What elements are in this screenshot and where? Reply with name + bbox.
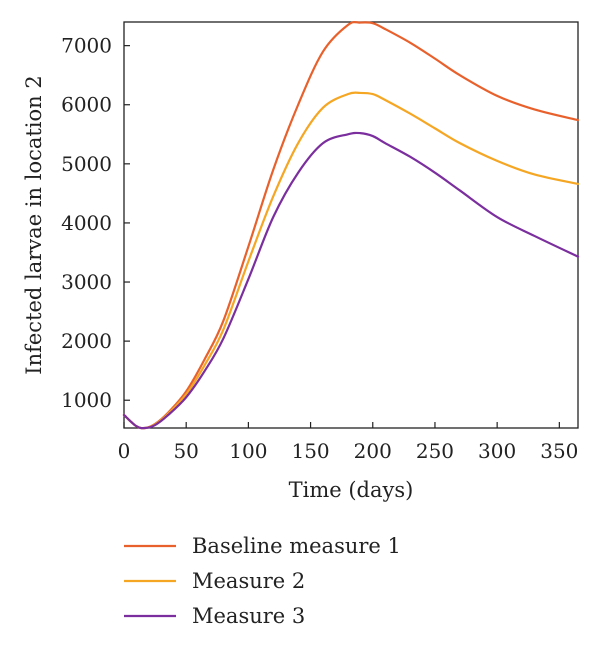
series-line-3 — [122, 131, 580, 430]
y-tick-label: 7000 — [61, 34, 112, 58]
x-axis-title: Time (days) — [289, 478, 414, 502]
y-tick-label: 5000 — [61, 152, 112, 176]
y-axis-ticks: 1000 2000 3000 4000 5000 6000 7000 — [61, 34, 130, 412]
x-tick-label: 350 — [540, 439, 578, 463]
x-axis-ticks: 0 50 100 150 200 250 300 350 — [118, 422, 578, 463]
legend-label-2: Measure 2 — [192, 569, 305, 593]
series-lines — [122, 20, 580, 430]
y-axis-title: Infected larvae in location 2 — [22, 75, 46, 374]
y-tick-label: 3000 — [61, 270, 112, 294]
y-tick-label: 4000 — [61, 211, 112, 235]
y-tick-label: 1000 — [61, 388, 112, 412]
legend-label-3: Measure 3 — [192, 604, 305, 628]
x-tick-label: 100 — [229, 439, 267, 463]
legend-label-1: Baseline measure 1 — [192, 534, 401, 558]
x-tick-label: 300 — [478, 439, 516, 463]
x-tick-label: 150 — [291, 439, 329, 463]
y-tick-label: 6000 — [61, 93, 112, 117]
x-tick-label: 50 — [173, 439, 198, 463]
series-line-2 — [122, 91, 580, 430]
y-tick-label: 2000 — [61, 329, 112, 353]
legend: Baseline measure 1 Measure 2 Measure 3 — [124, 534, 401, 628]
x-tick-label: 0 — [118, 439, 131, 463]
x-tick-label: 200 — [354, 439, 392, 463]
x-tick-label: 250 — [416, 439, 454, 463]
